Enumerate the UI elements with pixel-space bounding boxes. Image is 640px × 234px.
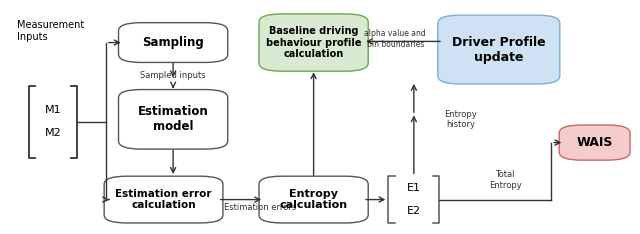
Text: WAIS: WAIS — [577, 136, 612, 149]
Text: Sampled inputs: Sampled inputs — [140, 71, 206, 80]
Text: Entropy
history: Entropy history — [444, 110, 477, 129]
Text: Estimation error
calculation: Estimation error calculation — [115, 189, 212, 210]
Text: Baseline driving
behaviour profile
calculation: Baseline driving behaviour profile calcu… — [266, 26, 362, 59]
FancyBboxPatch shape — [559, 125, 630, 160]
Text: E1

E2: E1 E2 — [407, 183, 421, 216]
FancyBboxPatch shape — [438, 15, 560, 84]
Text: Estimation
model: Estimation model — [138, 105, 209, 133]
Text: Driver Profile
update: Driver Profile update — [452, 36, 546, 64]
FancyBboxPatch shape — [118, 90, 228, 149]
Text: M1

M2: M1 M2 — [45, 105, 61, 138]
Text: Measurement
Inputs: Measurement Inputs — [17, 20, 84, 42]
Text: alpha value and
bin boundaries: alpha value and bin boundaries — [365, 29, 426, 49]
Text: Estimation errors: Estimation errors — [225, 203, 297, 212]
Text: Total
Entropy: Total Entropy — [489, 170, 522, 190]
Text: Sampling: Sampling — [142, 36, 204, 49]
FancyBboxPatch shape — [118, 23, 228, 62]
Text: Entropy
calculation: Entropy calculation — [280, 189, 348, 210]
FancyBboxPatch shape — [259, 14, 368, 71]
FancyBboxPatch shape — [259, 176, 368, 223]
FancyBboxPatch shape — [104, 176, 223, 223]
